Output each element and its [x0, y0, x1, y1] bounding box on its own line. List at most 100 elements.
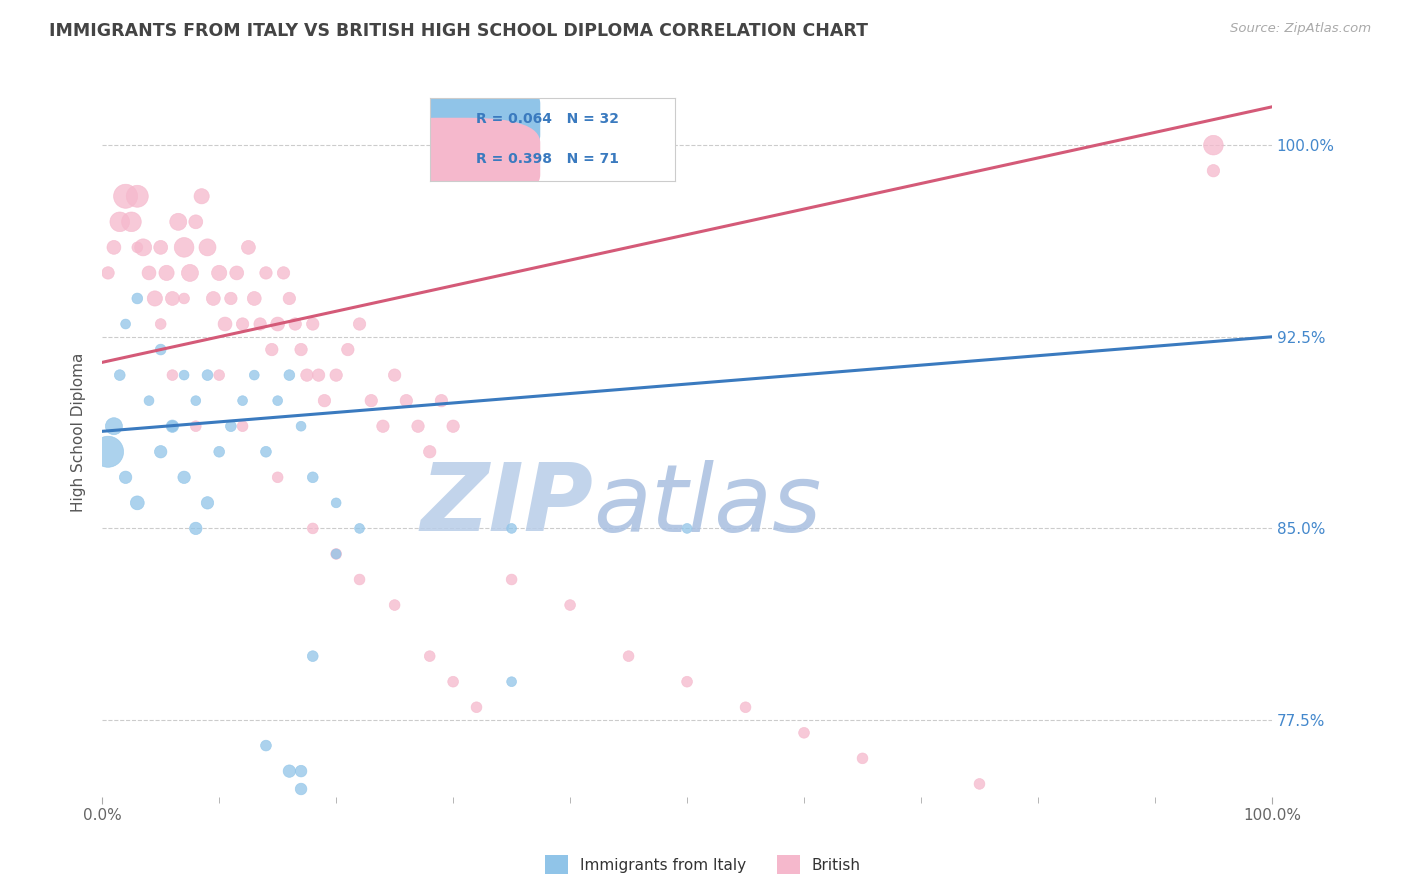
- Point: [173, 240, 195, 254]
- Point: [266, 317, 288, 331]
- Point: [232, 419, 254, 434]
- Point: [202, 292, 225, 306]
- Text: IMMIGRANTS FROM ITALY VS BRITISH HIGH SCHOOL DIPLOMA CORRELATION CHART: IMMIGRANTS FROM ITALY VS BRITISH HIGH SC…: [49, 22, 869, 40]
- Point: [501, 573, 523, 587]
- Point: [617, 649, 640, 664]
- Point: [266, 470, 288, 484]
- Point: [969, 777, 991, 791]
- Point: [127, 496, 149, 510]
- Point: [501, 521, 523, 535]
- Point: [290, 419, 312, 434]
- Point: [1202, 138, 1225, 153]
- Legend: Immigrants from Italy, British: Immigrants from Italy, British: [538, 849, 868, 880]
- Text: atlas: atlas: [593, 460, 821, 551]
- Point: [149, 444, 172, 458]
- Point: [266, 393, 288, 408]
- Point: [162, 368, 184, 383]
- Point: [162, 292, 184, 306]
- Point: [238, 240, 260, 254]
- Point: [254, 266, 277, 280]
- Point: [360, 393, 382, 408]
- Point: [103, 419, 125, 434]
- Point: [295, 368, 318, 383]
- Point: [214, 317, 236, 331]
- Point: [108, 215, 131, 229]
- Point: [325, 496, 347, 510]
- Point: [278, 368, 301, 383]
- Point: [143, 292, 166, 306]
- Point: [138, 266, 160, 280]
- Point: [155, 266, 177, 280]
- Point: [149, 240, 172, 254]
- Point: [120, 215, 142, 229]
- Point: [197, 368, 219, 383]
- Point: [676, 521, 699, 535]
- Point: [149, 317, 172, 331]
- Point: [127, 189, 149, 203]
- Point: [501, 674, 523, 689]
- Point: [851, 751, 873, 765]
- Point: [1085, 802, 1108, 816]
- Point: [325, 547, 347, 561]
- Point: [349, 521, 371, 535]
- Point: [734, 700, 756, 714]
- Point: [419, 444, 441, 458]
- Point: [325, 547, 347, 561]
- Point: [301, 317, 323, 331]
- Point: [167, 215, 190, 229]
- Point: [349, 573, 371, 587]
- Point: [314, 393, 336, 408]
- Point: [190, 189, 212, 203]
- Point: [793, 726, 815, 740]
- Point: [558, 598, 581, 612]
- Point: [290, 764, 312, 778]
- Point: [349, 317, 371, 331]
- Point: [114, 317, 136, 331]
- Point: [97, 444, 120, 458]
- Point: [162, 419, 184, 434]
- Point: [184, 393, 207, 408]
- Point: [384, 598, 406, 612]
- Point: [301, 649, 323, 664]
- Point: [108, 368, 131, 383]
- Point: [278, 292, 301, 306]
- Point: [173, 368, 195, 383]
- Point: [325, 368, 347, 383]
- Point: [208, 266, 231, 280]
- Point: [232, 393, 254, 408]
- Point: [290, 343, 312, 357]
- Point: [197, 240, 219, 254]
- Point: [149, 343, 172, 357]
- Text: Source: ZipAtlas.com: Source: ZipAtlas.com: [1230, 22, 1371, 36]
- Point: [184, 215, 207, 229]
- Point: [308, 368, 330, 383]
- Y-axis label: High School Diploma: High School Diploma: [72, 353, 86, 512]
- Point: [103, 240, 125, 254]
- Point: [273, 266, 295, 280]
- Point: [243, 292, 266, 306]
- Point: [132, 240, 155, 254]
- Point: [114, 470, 136, 484]
- Point: [219, 292, 242, 306]
- Point: [284, 317, 307, 331]
- Point: [243, 368, 266, 383]
- Point: [184, 419, 207, 434]
- Text: ZIP: ZIP: [420, 459, 593, 551]
- Point: [301, 521, 323, 535]
- Point: [162, 419, 184, 434]
- Point: [232, 317, 254, 331]
- Point: [419, 649, 441, 664]
- Point: [395, 393, 418, 408]
- Point: [173, 470, 195, 484]
- Point: [179, 266, 201, 280]
- Point: [225, 266, 247, 280]
- Point: [290, 782, 312, 797]
- Point: [301, 470, 323, 484]
- Point: [278, 764, 301, 778]
- Point: [260, 343, 283, 357]
- Point: [173, 292, 195, 306]
- Point: [219, 419, 242, 434]
- Point: [406, 419, 429, 434]
- Point: [97, 266, 120, 280]
- Point: [465, 700, 488, 714]
